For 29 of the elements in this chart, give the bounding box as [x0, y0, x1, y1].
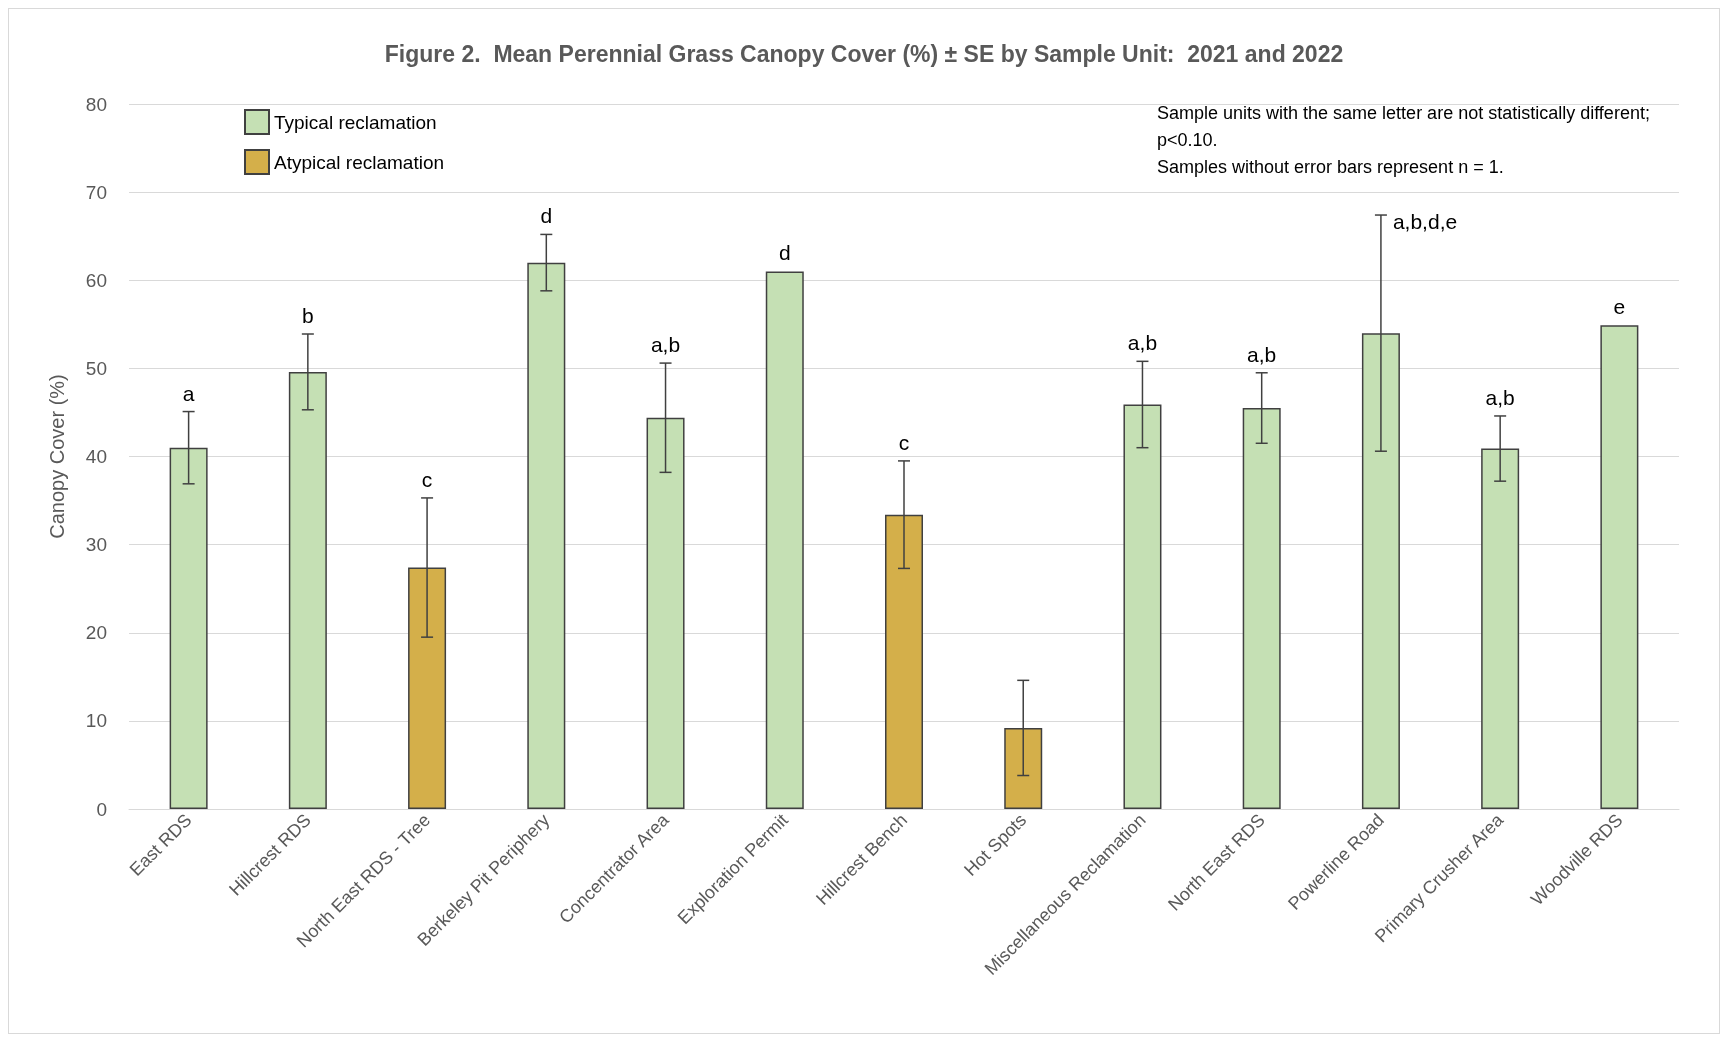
chart-title: Figure 2. Mean Perennial Grass Canopy Cover (%) ± SE by Sample Unit: 2021 and 2022	[384, 40, 1344, 67]
annotation: Samples without error bars represent n = 1.	[1157, 156, 1505, 179]
y-axis-title: Canopy Cover (%)	[46, 374, 68, 539]
annotation: Sample units with the same letter are not statistically different; p<0.10.	[1157, 102, 1651, 152]
y-tick-label: 60	[85, 269, 107, 291]
y-tick-label: 30	[85, 534, 107, 556]
y-tick-label: 70	[85, 181, 107, 203]
annotation: c	[421, 467, 433, 491]
legend-label: Typical reclamation	[274, 111, 437, 133]
y-tick-label: 40	[85, 446, 107, 467]
y-tick-label: 20	[85, 622, 107, 644]
y-tick-label: 0	[96, 798, 107, 820]
y-tick-label: 10	[85, 710, 107, 732]
annotation: a,b	[650, 333, 681, 357]
annotation: b	[302, 304, 314, 328]
annotation: a,b	[1127, 331, 1158, 355]
annotation: d	[778, 241, 791, 265]
annotation: a	[182, 381, 195, 405]
annotation: a,b	[1247, 342, 1277, 366]
bar	[1600, 325, 1639, 809]
bar	[765, 271, 804, 809]
annotation: e	[1613, 295, 1626, 319]
annotation: a,b,d,e	[1392, 210, 1458, 234]
y-tick-label: 80	[85, 93, 107, 115]
annotation: a,b	[1485, 385, 1515, 409]
y-tick-label: 50	[85, 357, 107, 379]
annotation: c	[898, 430, 910, 454]
legend-label: Atypical reclamation	[274, 151, 445, 173]
annotation: d	[540, 204, 553, 228]
